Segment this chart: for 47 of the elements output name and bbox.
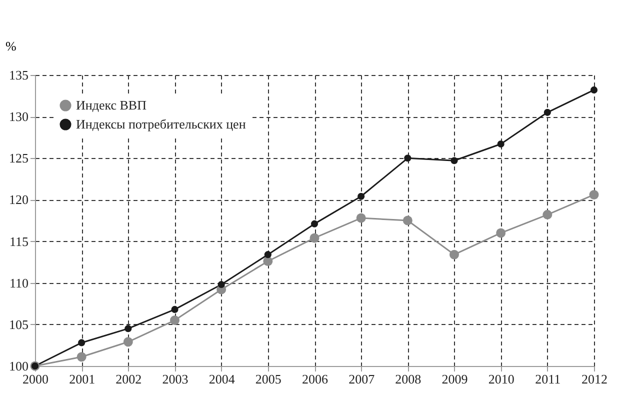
point	[78, 339, 86, 346]
point	[76, 352, 86, 362]
point	[358, 192, 365, 200]
point	[402, 216, 412, 226]
y-tick-label: 130	[9, 109, 28, 124]
y-tick-label: 105	[9, 316, 28, 332]
legend-label: Индекс ВВП	[76, 98, 146, 112]
x-tick-label: 2002	[116, 372, 142, 386]
y-axis-title: %	[6, 38, 16, 54]
point	[218, 280, 225, 288]
point	[450, 157, 458, 164]
point	[542, 210, 552, 220]
point	[263, 256, 273, 266]
point	[450, 250, 459, 260]
x-tick-label: 2011	[535, 372, 561, 386]
point	[356, 213, 366, 223]
x-tick-label: 2000	[22, 372, 48, 386]
x-tick-label: 2006	[302, 372, 328, 386]
y-tick-label: 135	[9, 68, 28, 82]
y-tick-label: 120	[9, 192, 28, 208]
x-tick-label: 2003	[162, 372, 188, 386]
point	[544, 108, 551, 116]
y-tick-label: 125	[9, 150, 28, 166]
point	[123, 337, 133, 347]
x-tick-label: 2008	[395, 372, 422, 386]
x-tick-label: 2004	[208, 372, 236, 386]
x-tick-label: 2009	[442, 372, 468, 386]
x-tick-label: 2012	[582, 372, 608, 386]
point	[124, 325, 132, 332]
y-tick-label: 110	[9, 275, 28, 290]
point	[404, 154, 412, 162]
legend-label: Индексы потребительских цен	[76, 116, 246, 132]
point	[496, 228, 506, 238]
x-tick-label: 2001	[69, 372, 96, 386]
point	[497, 140, 504, 148]
point	[590, 86, 598, 94]
point	[310, 233, 320, 243]
point	[171, 306, 178, 313]
x-tick-label: 2005	[255, 372, 282, 386]
point	[264, 251, 272, 258]
point	[589, 190, 599, 200]
y-tick-label: 100	[9, 358, 28, 374]
y-tick-label: 115	[9, 234, 28, 249]
point	[170, 316, 180, 326]
x-tick-label: 2007	[348, 372, 376, 386]
x-tick-label: 2010	[488, 372, 514, 386]
point	[310, 220, 318, 228]
